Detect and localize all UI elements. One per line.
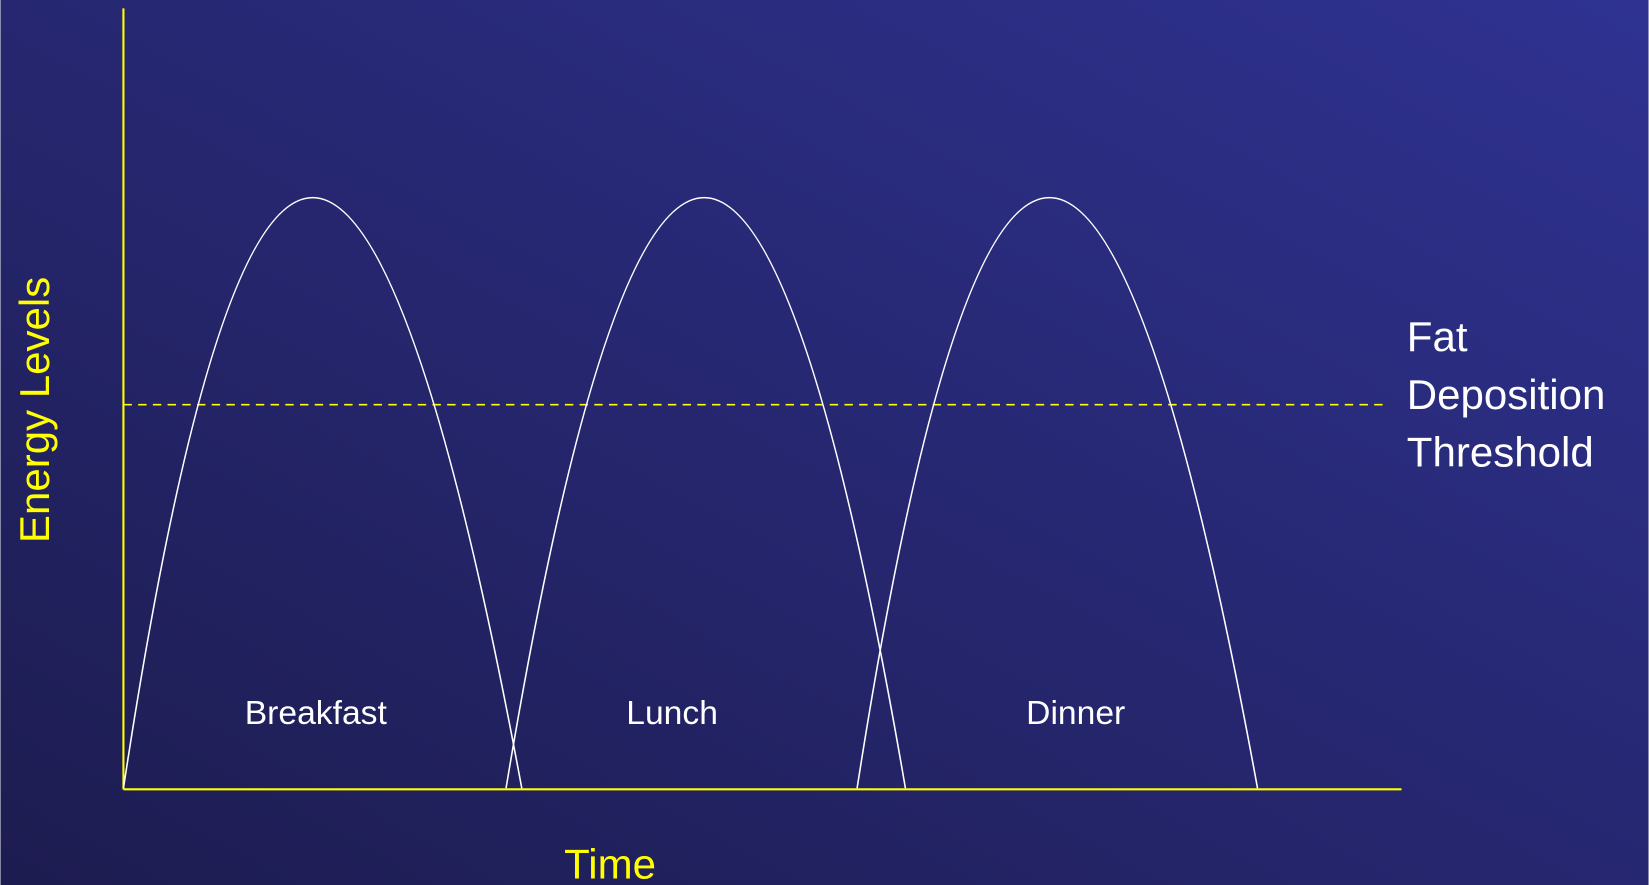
threshold-label: Deposition [1407,371,1606,418]
threshold-label: Fat [1407,313,1468,360]
x-axis-label: Time [564,841,656,885]
y-axis-label: Energy Levels [11,277,58,543]
meal-label: Dinner [1026,695,1125,732]
threshold-label: Threshold [1407,429,1594,476]
meal-label: Breakfast [245,695,388,732]
meal-label: Lunch [626,695,718,732]
breakfast-curve [122,196,523,789]
lunch-curve [505,196,907,789]
dinner-curve [856,196,1259,789]
